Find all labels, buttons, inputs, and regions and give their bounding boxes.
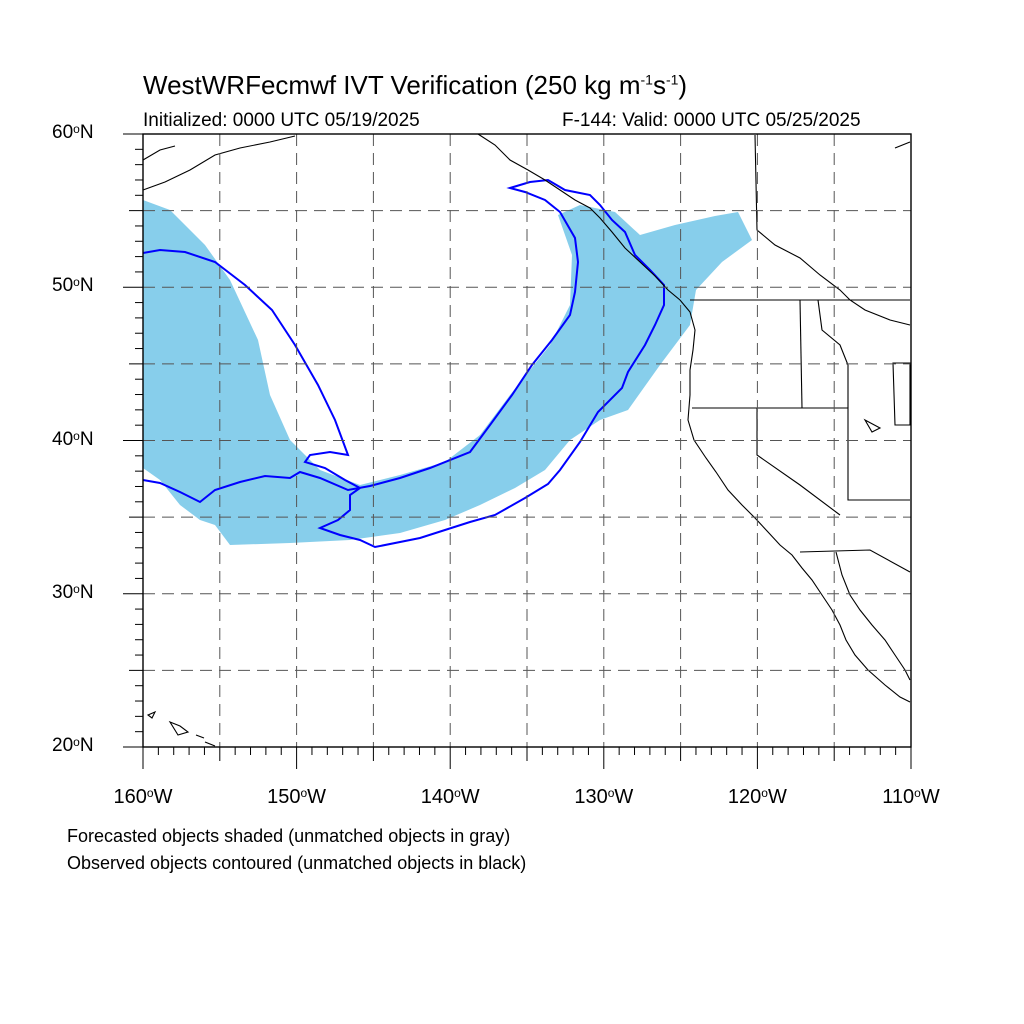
lat-lon-grid <box>143 134 911 747</box>
axis-ticks <box>123 133 912 769</box>
lon-label: 160oW <box>113 786 173 808</box>
lon-label: 130oW <box>574 786 634 808</box>
lon-label: 120oW <box>727 786 787 808</box>
forecast-object-shading <box>143 200 752 545</box>
map-frame <box>142 133 912 748</box>
lat-label: 50oN <box>52 275 94 297</box>
forecast-legend-note: Forecasted objects shaded (unmatched obj… <box>67 826 511 846</box>
lat-label: 40oN <box>52 428 94 450</box>
lat-label: 20oN <box>52 735 94 756</box>
observed-legend-note: Observed objects contoured (unmatched ob… <box>67 853 527 873</box>
lon-label: 110oW <box>882 786 940 808</box>
lon-label: 140oW <box>420 786 480 808</box>
valid-time: F-144: Valid: 0000 UTC 05/25/2025 <box>562 110 861 131</box>
map-title: WestWRFecmwf IVT Verification (250 kg m-… <box>143 70 688 100</box>
lon-label: 150oW <box>267 786 327 808</box>
lat-label: 30oN <box>52 581 94 603</box>
initialized-time: Initialized: 0000 UTC 05/19/2025 <box>143 110 420 131</box>
lat-label: 60oN <box>52 122 94 143</box>
